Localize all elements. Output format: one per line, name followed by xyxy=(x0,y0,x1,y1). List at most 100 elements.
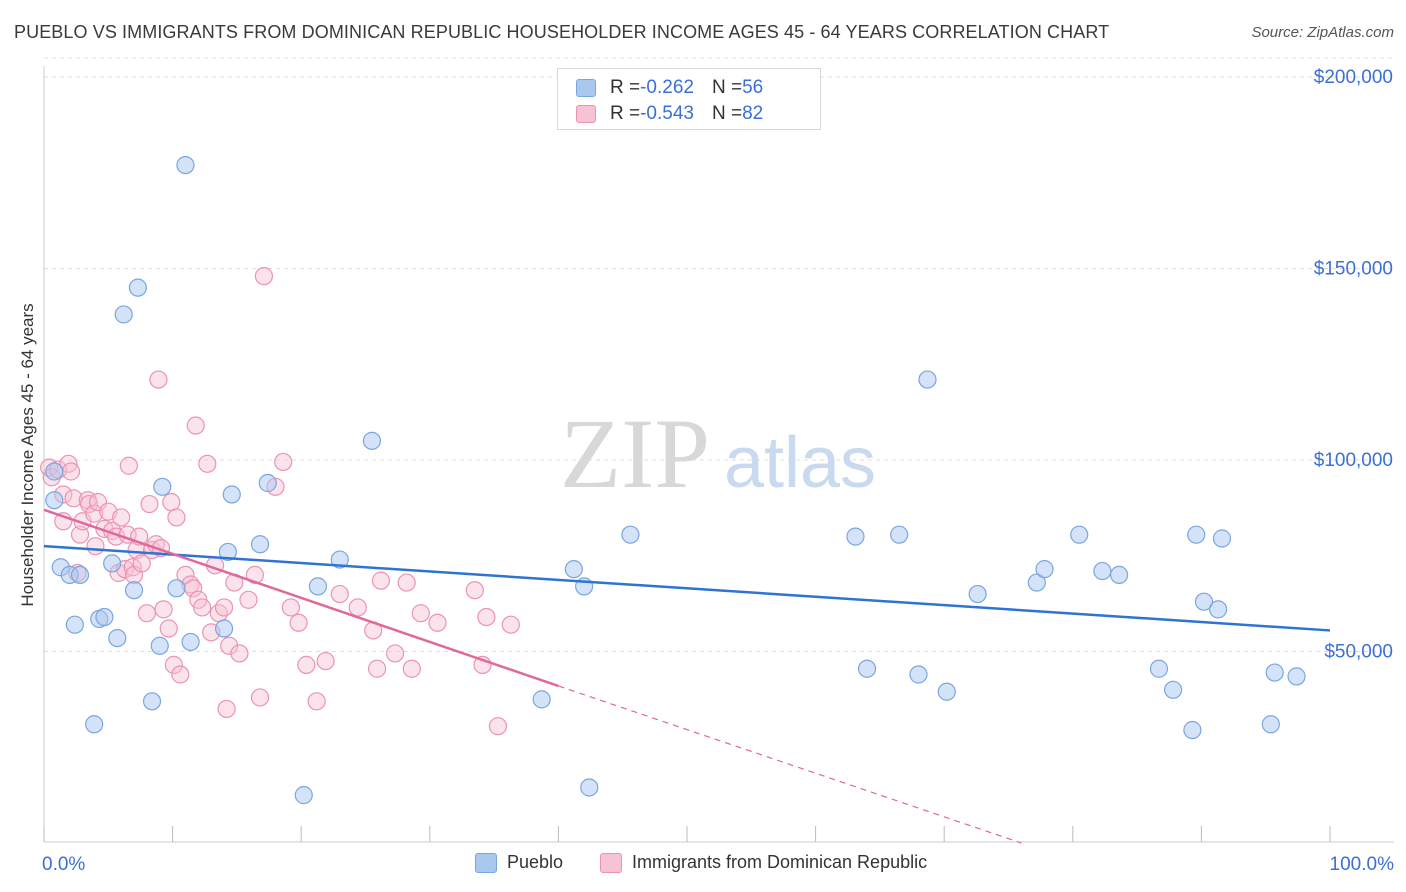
data-point-pueblo xyxy=(362,431,382,450)
data-point-pueblo xyxy=(857,659,877,678)
data-point-pueblo xyxy=(1212,529,1232,548)
watermark-zip: ZIP xyxy=(560,398,710,509)
y-tick-label: $150,000 xyxy=(1314,259,1393,280)
data-point-pueblo xyxy=(176,155,195,175)
data-point-pueblo xyxy=(258,473,277,493)
data-point-dominican xyxy=(85,504,104,523)
trend-lines xyxy=(43,508,1331,844)
data-point-pueblo xyxy=(890,525,909,544)
data-point-pueblo xyxy=(181,632,200,652)
grid-layer xyxy=(44,57,1394,652)
data-point-dominican xyxy=(193,598,212,617)
correlation-legend: R = -0.262 N = 56 R = -0.543 N = 82 xyxy=(557,68,821,130)
data-point-dominican xyxy=(477,607,496,627)
data-point-pueblo xyxy=(218,542,237,562)
data-point-dominican xyxy=(220,636,239,655)
data-point-pueblo xyxy=(95,607,114,627)
data-point-pueblo xyxy=(1109,565,1129,585)
data-point-dominican xyxy=(488,717,508,736)
y-axis-label: Householder Income Ages 45 - 64 years xyxy=(18,303,37,607)
data-point-dominican xyxy=(274,452,293,472)
data-point-pueblo xyxy=(564,560,583,579)
trend-line-dominican-extension xyxy=(558,685,1022,844)
legend-r-label: R = xyxy=(610,77,641,98)
data-point-dominican xyxy=(239,590,258,609)
data-point-dominican xyxy=(137,604,156,623)
data-point-dominican xyxy=(230,644,249,663)
legend-r-value-dominican: -0.543 xyxy=(640,103,694,124)
data-point-dominican xyxy=(132,554,151,573)
y-tick-label: $100,000 xyxy=(1314,450,1393,471)
data-point-dominican xyxy=(198,454,217,473)
legend-label-dominican: Immigrants from Dominican Republic xyxy=(632,852,928,872)
data-point-pueblo xyxy=(330,550,349,569)
legend-item-pueblo[interactable]: Pueblo xyxy=(475,852,563,873)
trend-line-pueblo xyxy=(43,544,1331,632)
data-point-pueblo xyxy=(1093,561,1112,581)
legend-n-value-pueblo: 56 xyxy=(742,77,764,98)
data-point-dominican xyxy=(140,494,159,514)
data-point-pueblo xyxy=(1261,715,1280,734)
data-point-pueblo xyxy=(1027,573,1046,592)
data-point-dominican xyxy=(149,370,168,389)
data-point-pueblo xyxy=(918,370,937,389)
data-point-dominican xyxy=(164,655,183,675)
data-point-pueblo xyxy=(1164,680,1183,699)
data-point-pueblo xyxy=(968,584,987,604)
data-point-pueblo xyxy=(167,579,186,598)
data-point-pueblo xyxy=(85,715,104,734)
data-point-dominican xyxy=(465,581,484,600)
chart-title: PUEBLO VS IMMIGRANTS FROM DOMINICAN REPU… xyxy=(14,22,1110,42)
data-point-pueblo xyxy=(846,527,865,546)
data-point-pueblo xyxy=(250,535,270,554)
data-point-dominican xyxy=(297,655,316,675)
data-point-pueblo xyxy=(114,305,133,324)
legend-item-dominican[interactable]: Immigrants from Dominican Republic xyxy=(600,852,927,873)
series-legend: Pueblo Immigrants from Dominican Republi… xyxy=(0,852,1406,878)
data-point-pueblo xyxy=(1265,663,1284,682)
data-point-pueblo xyxy=(103,554,122,573)
data-point-dominican xyxy=(348,598,367,617)
data-point-dominican xyxy=(186,416,205,435)
data-point-dominican xyxy=(119,456,138,475)
axis-layer xyxy=(43,66,1394,843)
data-point-dominican xyxy=(159,619,178,638)
data-point-dominican xyxy=(154,600,173,619)
y-tick-label: $50,000 xyxy=(1324,642,1393,663)
data-point-pueblo xyxy=(142,692,162,711)
data-point-pueblo xyxy=(1035,560,1054,579)
y-tick-label: $200,000 xyxy=(1314,67,1393,88)
data-point-pueblo xyxy=(45,462,64,481)
data-point-dominican xyxy=(254,267,274,286)
legend-n-label: N = xyxy=(711,103,743,124)
trend-line-dominican xyxy=(43,508,559,688)
data-point-pueblo xyxy=(108,628,127,648)
x-tick-label-min: 0.0% xyxy=(42,854,85,875)
data-point-dominican xyxy=(245,565,265,585)
data-point-dominican xyxy=(70,525,90,544)
data-point-dominican xyxy=(61,462,81,481)
data-point-dominican xyxy=(289,613,308,632)
data-point-pueblo xyxy=(70,565,90,585)
data-point-dominican xyxy=(217,699,236,719)
data-point-dominican xyxy=(162,493,181,512)
data-point-dominican xyxy=(428,613,447,632)
x-tick-label-max: 100.0% xyxy=(1330,854,1395,875)
data-point-pueblo xyxy=(1287,667,1306,686)
data-point-dominican xyxy=(411,604,430,623)
data-point-dominican xyxy=(171,665,190,684)
data-point-pueblo xyxy=(1209,600,1228,619)
legend-n-label: N = xyxy=(711,77,743,98)
series-dominican-points xyxy=(40,267,520,736)
data-point-dominican xyxy=(167,508,186,527)
tick-labels: $50,000 $100,000 $150,000 $200,000 0.0% 100.0… xyxy=(42,67,1394,875)
legend-row-pueblo: R = -0.262 N = 56 xyxy=(576,75,763,101)
data-point-pueblo xyxy=(124,581,144,600)
data-point-pueblo xyxy=(1194,592,1214,611)
watermark-atlas: atlas xyxy=(724,423,876,503)
data-point-dominican xyxy=(316,651,335,671)
legend-r-label: R = xyxy=(610,103,641,124)
legend-n-value-dominican: 82 xyxy=(742,103,764,124)
data-point-pueblo xyxy=(222,485,241,504)
data-point-dominican xyxy=(385,644,405,663)
